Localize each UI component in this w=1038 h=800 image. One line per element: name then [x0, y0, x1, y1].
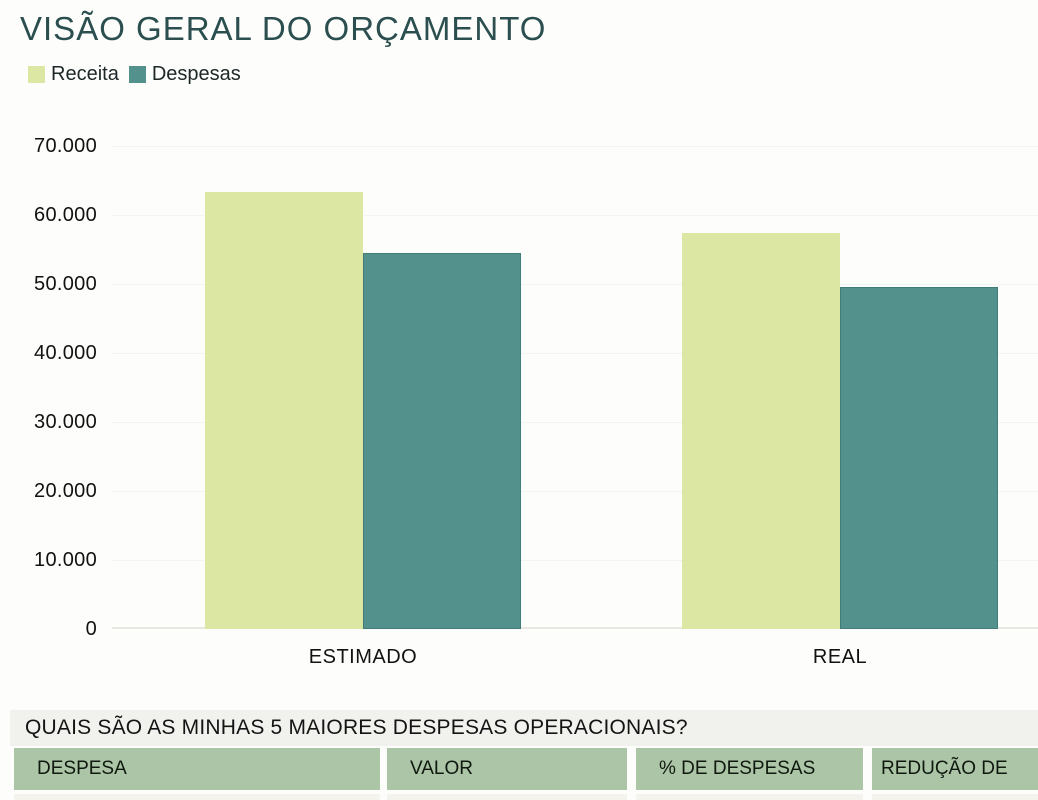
x-axis-label-real: REAL	[812, 646, 868, 668]
legend-label-receita: Receita	[51, 63, 119, 85]
plot-area	[112, 146, 1038, 629]
gridline	[112, 284, 1038, 285]
column-header-valor: VALOR	[387, 748, 627, 790]
legend-item-despesas: Despesas	[128, 63, 241, 86]
gridline	[112, 491, 1038, 492]
table-row-cell	[387, 794, 627, 800]
y-axis-tick-label: 10.000	[34, 549, 97, 571]
bar-receita-estimado	[205, 192, 363, 629]
expenses-section-title: QUAIS SÃO AS MINHAS 5 MAIORES DESPESAS O…	[25, 716, 688, 739]
column-header-percent-despesas: % DE DESPESAS	[636, 748, 863, 790]
gridline	[112, 560, 1038, 561]
table-row-cell	[636, 794, 863, 800]
y-axis-tick-label: 30.000	[34, 411, 97, 433]
legend-label-despesas: Despesas	[151, 63, 241, 85]
legend-item-receita: Receita	[28, 63, 119, 86]
table-row-cell	[872, 794, 1038, 800]
expenses-section-strip: QUAIS SÃO AS MINHAS 5 MAIORES DESPESAS O…	[10, 710, 1038, 746]
column-header-despesa: DESPESA	[14, 748, 380, 790]
gridline	[112, 353, 1038, 354]
y-axis-tick-label: 50.000	[34, 273, 97, 295]
y-axis-labels: 70.000 60.000 50.000 40.000 30.000 20.000 10.0…	[0, 135, 97, 640]
gridline	[112, 146, 1038, 147]
y-axis-tick-label: 40.000	[34, 342, 97, 364]
bar-despesas-real	[840, 287, 998, 629]
page-title: VISÃO GERAL DO ORÇAMENTO	[20, 10, 547, 47]
despesas-swatch-icon	[128, 66, 146, 83]
y-axis-tick-label: 70.000	[34, 135, 97, 157]
gridline	[112, 215, 1038, 216]
table-row-cell	[14, 794, 380, 800]
y-axis-tick-label: 0	[85, 618, 97, 640]
chart-legend: Receita Despesas	[28, 63, 241, 86]
bar-group-real	[682, 233, 998, 629]
bar-receita-real	[682, 233, 840, 629]
receita-swatch-icon	[28, 66, 45, 83]
gridline	[112, 627, 1038, 629]
bar-group-estimado	[205, 192, 521, 629]
x-axis-label-estimado: ESTIMADO	[308, 646, 418, 668]
y-axis-tick-label: 20.000	[34, 480, 97, 502]
gridline	[112, 422, 1038, 423]
y-axis-tick-label: 60.000	[34, 204, 97, 226]
bar-despesas-estimado	[363, 253, 521, 629]
column-header-reducao: REDUÇÃO DE	[872, 748, 1038, 790]
